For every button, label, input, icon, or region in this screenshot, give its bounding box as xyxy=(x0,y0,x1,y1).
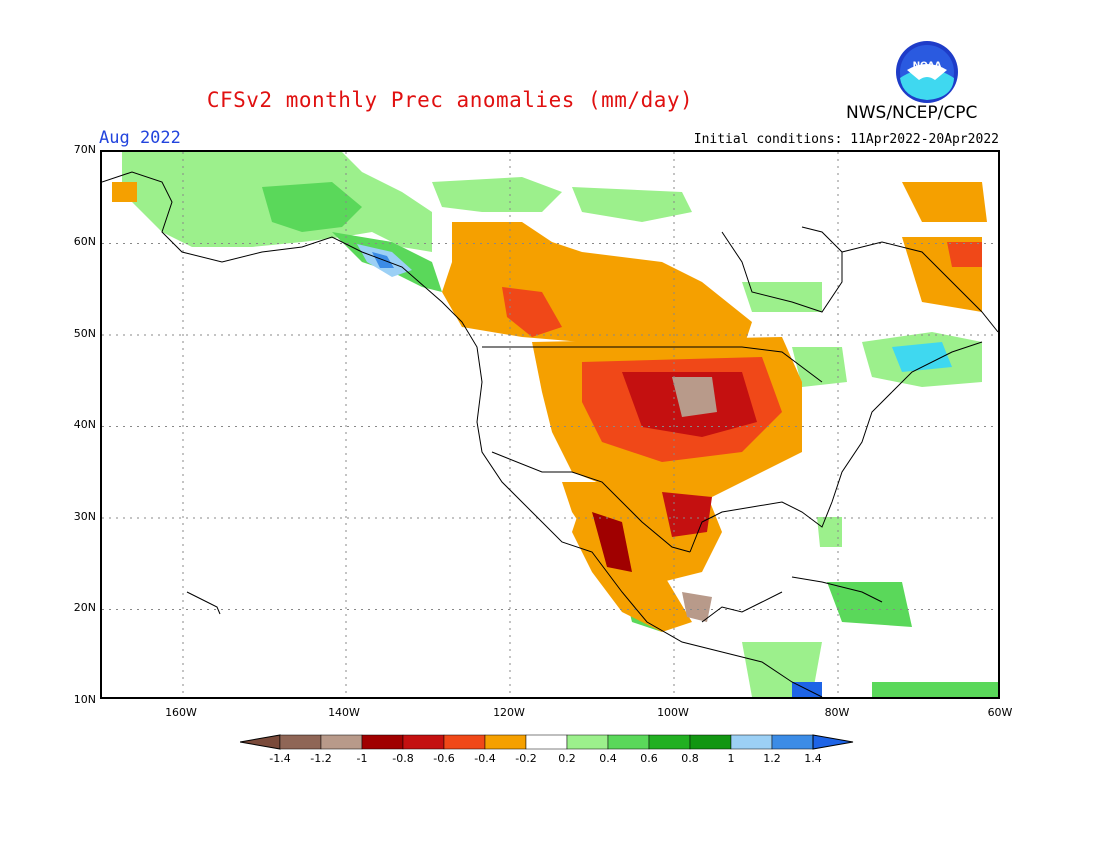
colorbar-cell xyxy=(525,734,568,750)
lon-label-160w: 160W xyxy=(165,706,197,719)
mexico-dry-red xyxy=(592,512,632,572)
colorbar-tick-label: -0.2 xyxy=(515,752,537,765)
colorbar-tick-label: -1.2 xyxy=(310,752,332,765)
colorbar-tick-label: 0.8 xyxy=(681,752,699,765)
wet-anomalies xyxy=(122,152,998,697)
colorbar-tick-label: -1.4 xyxy=(269,752,291,765)
bc-dry-core xyxy=(502,287,562,337)
hudson-coast xyxy=(721,226,843,313)
map-canvas xyxy=(102,152,998,697)
plains-dry-brown xyxy=(672,377,717,417)
colorbar-tick-label: 1.2 xyxy=(763,752,781,765)
dry-anomalies xyxy=(112,182,987,632)
lat-label-50n: 50N xyxy=(73,327,96,340)
hawaii xyxy=(186,591,221,615)
lon-label-120w: 120W xyxy=(493,706,525,719)
noaa-logo: NOAA xyxy=(896,41,958,103)
mexico-dry-brown xyxy=(682,592,712,622)
colorbar-cell xyxy=(607,734,650,750)
initial-conditions: Initial conditions: 11Apr2022-20Apr2022 xyxy=(693,132,999,147)
lat-label-60n: 60N xyxy=(73,235,96,248)
quebec-dry-core xyxy=(947,242,982,267)
lat-label-40n: 40N xyxy=(73,418,96,431)
yukon-wet-region xyxy=(432,177,562,212)
cuba-coast xyxy=(791,576,883,603)
labrador-coast xyxy=(841,241,998,333)
colorbar-cell xyxy=(730,734,773,750)
colorbar-cell xyxy=(771,734,814,750)
us-canada-border xyxy=(482,346,823,383)
graticule xyxy=(102,152,998,697)
colorbar-cell xyxy=(279,734,322,750)
logo-text: NOAA xyxy=(913,61,942,71)
alaska-wet-core xyxy=(262,182,362,232)
east-coast xyxy=(891,341,983,393)
lat-label-70n: 70N xyxy=(73,143,96,156)
lat-label-10n: 10N xyxy=(73,693,96,706)
colorbar xyxy=(240,734,854,750)
alaska-dry-spot xyxy=(112,182,137,202)
colorbar-cell xyxy=(402,734,445,750)
alaska-coast xyxy=(102,171,823,697)
colorbar-cell xyxy=(689,734,732,750)
hudson-wet-region xyxy=(742,282,822,312)
us-mexico-border xyxy=(491,451,691,553)
colorbar-cell xyxy=(361,734,404,750)
caribbean-wet xyxy=(827,582,912,627)
lat-label-30n: 30N xyxy=(73,510,96,523)
colorbar-tick-label: -1 xyxy=(356,752,368,765)
lon-label-100w: 100W xyxy=(657,706,689,719)
colorbar-cell xyxy=(484,734,527,750)
colorbar-tick-label: -0.4 xyxy=(474,752,496,765)
agency-label: NWS/NCEP/CPC xyxy=(846,103,978,123)
colorbar-tick-label: -0.8 xyxy=(392,752,414,765)
gulf-coast xyxy=(689,391,893,553)
colorbar-tick-label: 1.4 xyxy=(804,752,822,765)
colorbar-cell xyxy=(648,734,691,750)
colorbar-tick-label: 0.6 xyxy=(640,752,658,765)
nwt-wet-region xyxy=(572,187,692,222)
colorbar-tick-label: -0.6 xyxy=(433,752,455,765)
colorbar-tick-label: 0.2 xyxy=(558,752,576,765)
colorbar-cell xyxy=(320,734,363,750)
lon-label-140w: 140W xyxy=(328,706,360,719)
forecast-month: Aug 2022 xyxy=(99,128,181,148)
colorbar-cell xyxy=(566,734,609,750)
south-america-wet xyxy=(872,682,998,697)
colorbar-cell xyxy=(443,734,486,750)
colorbar-arrow-low xyxy=(240,734,281,750)
lat-label-20n: 20N xyxy=(73,601,96,614)
map-title: CFSv2 monthly Prec anomalies (mm/day) xyxy=(206,88,694,112)
quebec-wet-core xyxy=(892,342,952,372)
lon-label-60w: 60W xyxy=(987,706,1013,719)
anomaly-map xyxy=(100,150,1000,699)
colorbar-tick-label: 1 xyxy=(727,752,735,765)
coastlines xyxy=(102,171,998,697)
colorbar-arrow-high xyxy=(812,734,854,750)
prairies-dry-region xyxy=(442,222,752,352)
yucatan-coast xyxy=(701,591,783,623)
labrador-dry-region xyxy=(902,182,987,222)
lon-label-80w: 80W xyxy=(824,706,850,719)
great-lakes-wet xyxy=(792,347,847,387)
colorbar-tick-label: 0.4 xyxy=(599,752,617,765)
